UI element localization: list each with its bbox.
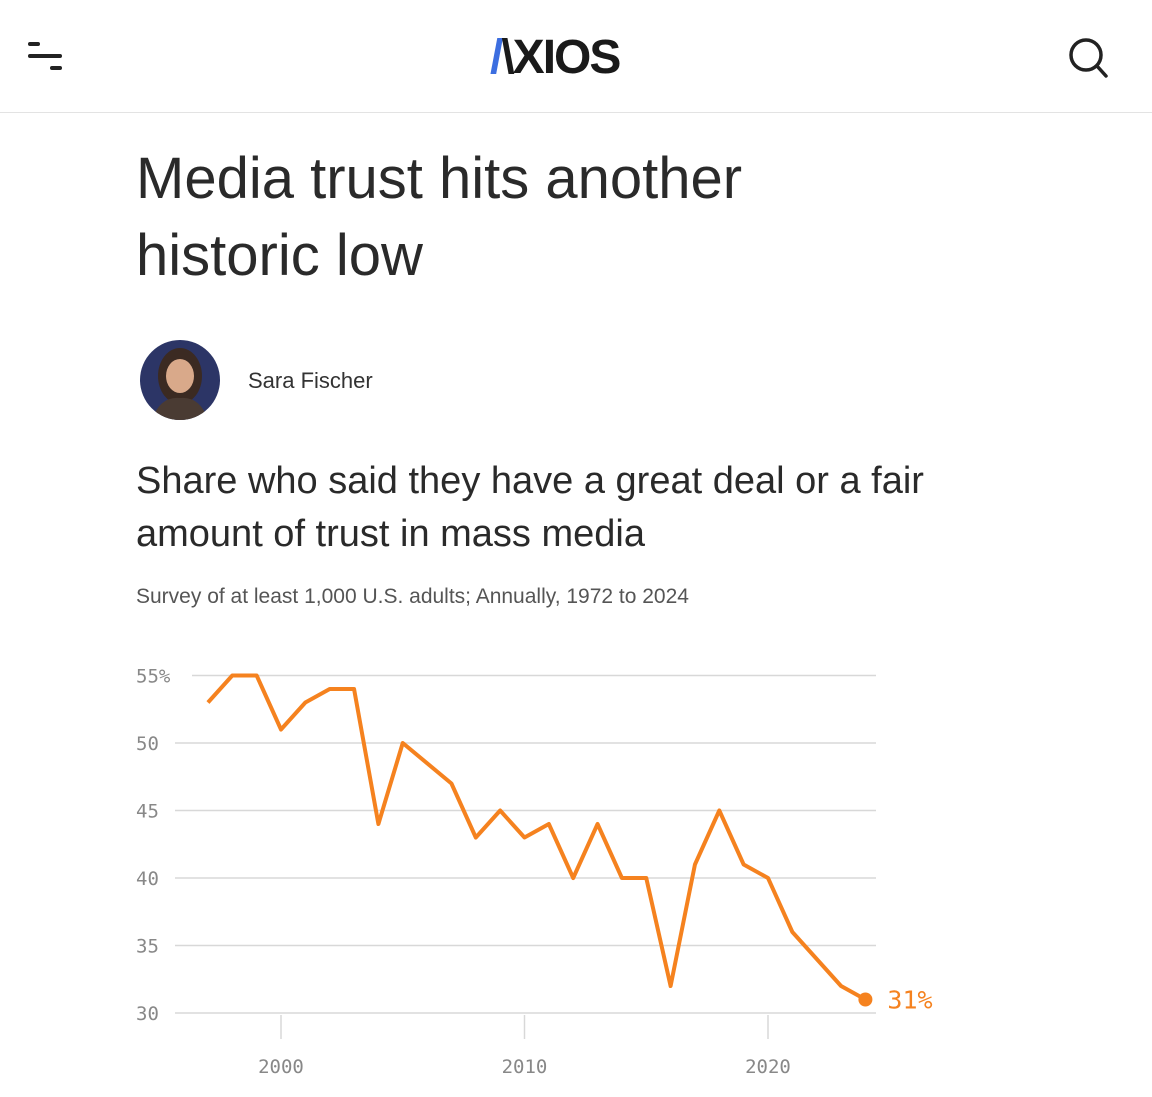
trust-series-line	[206, 673, 867, 1002]
axios-logo[interactable]: /\XIOS	[490, 31, 621, 84]
y-tick-label: 40	[136, 868, 159, 890]
author-name[interactable]: Sara Fischer	[248, 368, 373, 393]
y-tick-label: 35	[136, 936, 159, 958]
y-tick-label: 30	[136, 1003, 159, 1025]
chart-subtitle: Survey of at least 1,000 U.S. adults; An…	[136, 585, 689, 608]
end-point-marker	[858, 992, 873, 1007]
top-nav: /\XIOS	[0, 0, 1152, 113]
end-value-label: 31%	[887, 986, 932, 1015]
line-chart: 55% 50 45 40 35 30 2000 2010 2020 31%	[136, 666, 933, 1079]
y-tick-label: 45	[136, 801, 159, 823]
search-icon[interactable]	[1066, 36, 1110, 80]
author-avatar[interactable]	[140, 340, 220, 420]
x-tick-label: 2000	[258, 1056, 304, 1078]
y-tick-label: 55%	[136, 666, 171, 688]
x-tick-label: 2020	[745, 1056, 791, 1078]
y-tick-label: 50	[136, 733, 159, 755]
chart-title: Share who said they have a great deal or…	[136, 460, 924, 555]
article-title: Media trust hits another historic low	[136, 146, 743, 288]
hamburger-icon[interactable]	[28, 42, 64, 72]
x-tick-label: 2010	[502, 1056, 548, 1078]
